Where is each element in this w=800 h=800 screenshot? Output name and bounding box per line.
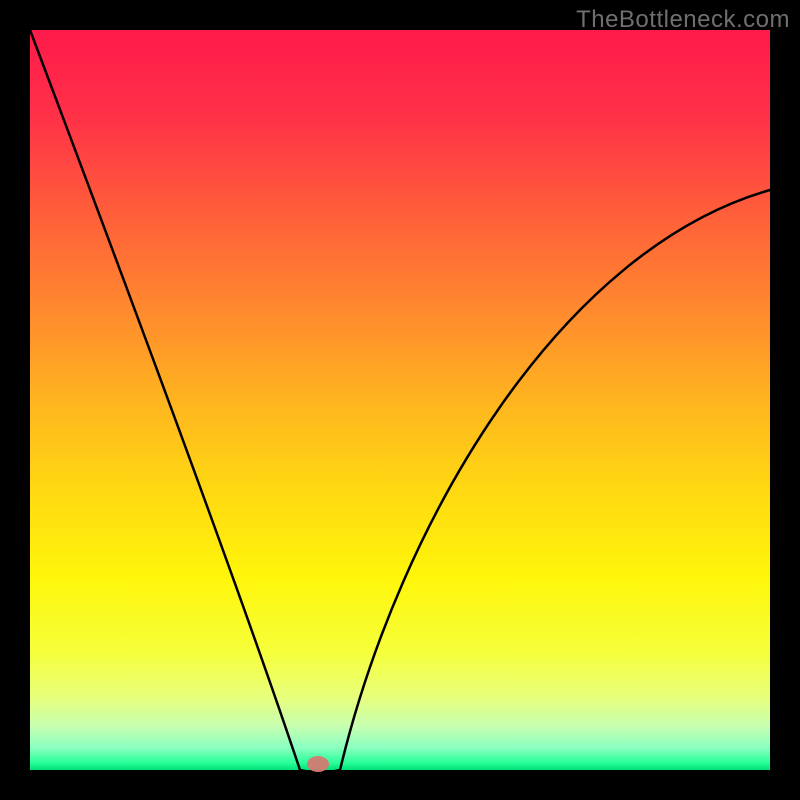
- bottleneck-curve-chart: [0, 0, 800, 800]
- watermark-text: TheBottleneck.com: [576, 6, 790, 34]
- optimum-marker: [307, 756, 329, 772]
- plot-background: [30, 30, 770, 770]
- chart-frame: TheBottleneck.com: [0, 0, 800, 800]
